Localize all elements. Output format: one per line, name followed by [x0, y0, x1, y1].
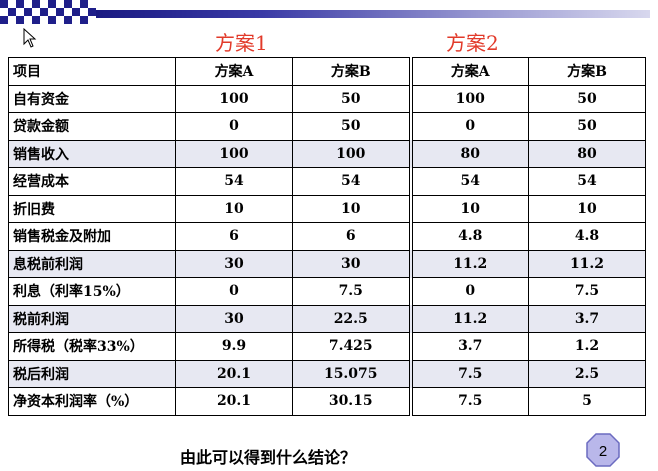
table-cell: 9.9: [175, 332, 293, 361]
table-cell: 2.5: [528, 359, 646, 388]
table-cell: 11.2: [408, 249, 529, 278]
table-row: 自有资金 100 50 100 50: [8, 84, 646, 113]
table-cell: 0: [408, 277, 529, 306]
header-cell-item: 项目: [8, 57, 176, 86]
table-cell: 0: [175, 277, 293, 306]
table-row: 息税前利润 30 30 11.2 11.2: [8, 249, 646, 278]
row-label: 销售收入: [8, 139, 176, 168]
row-label: 税前利润: [8, 304, 176, 333]
table-cell: 7.5: [292, 277, 411, 306]
table-cell: 15.075: [292, 359, 411, 388]
table-cell: 11.2: [408, 304, 529, 333]
table-cell: 7.5: [408, 359, 529, 388]
row-label: 净资本利润率（%）: [8, 387, 176, 416]
table-cell: 1.2: [528, 332, 646, 361]
table-cell: 22.5: [292, 304, 411, 333]
header-cell-1b: 方案B: [292, 57, 411, 86]
row-label: 自有资金: [8, 84, 176, 113]
table-cell: 7.425: [292, 332, 411, 361]
table-cell: 50: [292, 112, 411, 141]
table-cell: 80: [408, 139, 529, 168]
table-row: 折旧费 10 10 10 10: [8, 194, 646, 223]
table-cell: 10: [528, 194, 646, 223]
table-cell: 7.5: [528, 277, 646, 306]
table-cell: 50: [528, 112, 646, 141]
table-cell: 4.8: [408, 222, 529, 251]
table-header-row: 项目 方案A 方案B 方案A 方案B: [8, 57, 646, 86]
table-cell: 3.7: [408, 332, 529, 361]
row-label: 所得税（税率33%）: [8, 332, 176, 361]
table-cell: 50: [292, 84, 411, 113]
table-cell: 6: [175, 222, 293, 251]
row-label: 销售税金及附加: [8, 222, 176, 251]
top-decoration-bar: [0, 0, 658, 24]
table-cell: 6: [292, 222, 411, 251]
table-cell: 100: [292, 139, 411, 168]
table-cell: 4.8: [528, 222, 646, 251]
table-row: 税后利润 20.1 15.075 7.5 2.5: [8, 359, 646, 388]
table-cell: 100: [175, 139, 293, 168]
table-cell: 5: [528, 387, 646, 416]
table-cell: 100: [408, 84, 529, 113]
table-cell: 7.5: [408, 387, 529, 416]
table-cell: 30: [175, 304, 293, 333]
table-cell: 10: [408, 194, 529, 223]
header-cell-2b: 方案B: [528, 57, 646, 86]
header-cell-2a: 方案A: [408, 57, 529, 86]
scheme2-title: 方案2: [446, 31, 499, 55]
row-label: 利息（利率15%）: [8, 277, 176, 306]
table-cell: 0: [408, 112, 529, 141]
table-cell: 50: [528, 84, 646, 113]
row-label: 经营成本: [8, 167, 176, 196]
table-cell: 11.2: [528, 249, 646, 278]
table-row: 净资本利润率（%） 20.1 30.15 7.5 5: [8, 387, 646, 416]
page-number: 2: [599, 443, 607, 460]
table-cell: 30.15: [292, 387, 411, 416]
table-cell: 10: [292, 194, 411, 223]
table-row: 所得税（税率33%） 9.9 7.425 3.7 1.2: [8, 332, 646, 361]
table-cell: 10: [175, 194, 293, 223]
comparison-table: 项目 方案A 方案B 方案A 方案B 自有资金 100 50 100 50 贷款…: [8, 57, 646, 416]
table-cell: 54: [292, 167, 411, 196]
table-cell: 30: [175, 249, 293, 278]
checker-pattern: [0, 0, 96, 24]
row-label: 税后利润: [8, 359, 176, 388]
table-row: 销售税金及附加 6 6 4.8 4.8: [8, 222, 646, 251]
table-cell: 30: [292, 249, 411, 278]
table-cell: 20.1: [175, 387, 293, 416]
table-cell: 80: [528, 139, 646, 168]
table-row: 销售收入 100 100 80 80: [8, 139, 646, 168]
mouse-pointer-icon: [23, 28, 37, 48]
table-row: 利息（利率15%） 0 7.5 0 7.5: [8, 277, 646, 306]
row-label: 折旧费: [8, 194, 176, 223]
conclusion-question: 由此可以得到什么结论？: [180, 448, 357, 467]
header-cell-1a: 方案A: [175, 57, 293, 86]
table-cell: 54: [408, 167, 529, 196]
table-cell: 54: [528, 167, 646, 196]
row-label: 息税前利润: [8, 249, 176, 278]
table-row: 贷款金额 0 50 0 50: [8, 112, 646, 141]
title-gradient-bar: [96, 10, 650, 18]
table-cell: 54: [175, 167, 293, 196]
table-cell: 3.7: [528, 304, 646, 333]
scheme1-title: 方案1: [215, 31, 268, 55]
row-label: 贷款金额: [8, 112, 176, 141]
table-cell: 20.1: [175, 359, 293, 388]
table-cell: 0: [175, 112, 293, 141]
page-number-badge: 2: [586, 433, 620, 467]
table-cell: 100: [175, 84, 293, 113]
table-row: 经营成本 54 54 54 54: [8, 167, 646, 196]
table-row: 税前利润 30 22.5 11.2 3.7: [8, 304, 646, 333]
